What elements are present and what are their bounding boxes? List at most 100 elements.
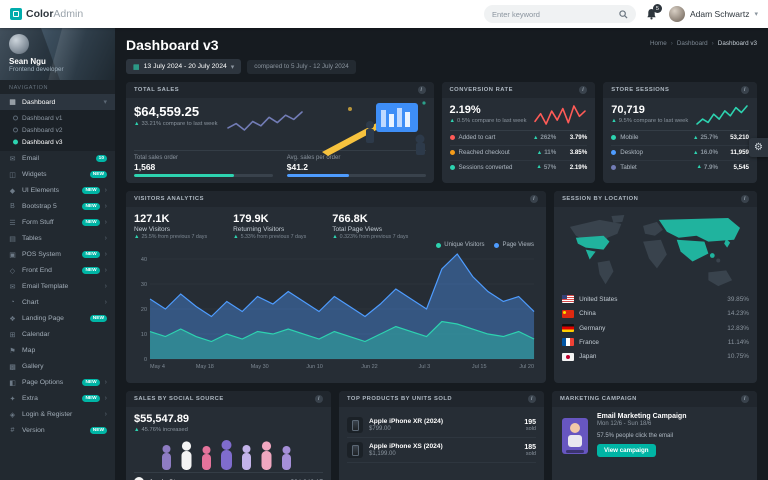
store-name: Apple Store [149, 479, 285, 480]
top-header: ColorAdmin 5 Adam Schwartz ▾ [0, 0, 768, 28]
sidebar-item-icon: ❖ [9, 315, 16, 323]
info-icon[interactable]: i [315, 395, 323, 403]
social-sales-change: 45.76% increased [141, 427, 188, 433]
sidebar-item-ui-elements[interactable]: ◆ UI Elements NEW › [0, 183, 115, 199]
app-logo[interactable]: ColorAdmin [10, 8, 115, 20]
sidebar-item-dashboard[interactable]: ▦ Dashboard ▾ [0, 94, 115, 110]
search-input[interactable] [491, 9, 615, 19]
sidebar-item-extra[interactable]: ✦ Extra NEW › [0, 391, 115, 407]
sidebar-item-map[interactable]: ⚑ Map [0, 343, 115, 359]
stat-change: 5.33% from previous 7 days [240, 234, 307, 240]
sessions-sparkline [696, 105, 748, 125]
country-row[interactable]: United States 39.85% [562, 292, 749, 306]
stat-value: 1,568 [134, 162, 156, 172]
sidebar-item-front-end[interactable]: ◇ Front End NEW › [0, 263, 115, 279]
chevron-right-icon: › [670, 40, 673, 47]
sidebar-item-version[interactable]: # Version NEW [0, 423, 115, 439]
product-name: Apple iPhone XR (2024) [369, 418, 444, 425]
chart-legend: Unique Visitors Page Views [436, 242, 534, 248]
view-campaign-button[interactable]: View campaign [597, 444, 656, 457]
metric-row[interactable]: Desktop ▲ 16.0% 11,959 [611, 146, 749, 161]
sidebar-item-widgets[interactable]: ◫ Widgets NEW [0, 167, 115, 183]
breadcrumb-home[interactable]: Home [649, 40, 667, 47]
legend-dot [494, 242, 500, 248]
info-icon[interactable]: i [579, 86, 588, 94]
sidebar-item-badge: NEW [82, 378, 100, 387]
country-percentage: 10.75% [727, 353, 749, 361]
units-sold-label: sold [525, 425, 536, 432]
up-arrow-icon: ▲ [693, 134, 699, 141]
sidebar-item-email[interactable]: ✉ Email 10 [0, 151, 115, 167]
sidebar-item-form-stuff[interactable]: ☰ Form Stuff NEW › [0, 215, 115, 231]
sidebar-item-gallery[interactable]: ▩ Gallery [0, 359, 115, 375]
info-icon[interactable]: i [528, 395, 536, 403]
chevron-right-icon: › [104, 267, 107, 275]
info-icon[interactable]: i [741, 395, 749, 403]
sidebar-profile[interactable]: Sean Ngu Frontend developer [0, 28, 115, 80]
country-name: Japan [579, 353, 597, 361]
chevron-right-icon: › [104, 379, 107, 387]
info-icon[interactable]: i [417, 86, 426, 94]
svg-text:May 18: May 18 [196, 364, 214, 370]
metric-row[interactable]: Added to cart ▲ 262% 3.79% [449, 131, 588, 146]
metric-dot [611, 150, 617, 156]
product-list: Apple iPhone XR (2024) $799.00 195 sold … [339, 407, 544, 480]
country-name: China [579, 310, 596, 318]
sidebar-item-tables[interactable]: ▤ Tables › [0, 231, 115, 247]
card-title: VISITORS ANALYTICS [134, 196, 204, 202]
date-range-picker[interactable]: ▦ 13 July 2024 - 20 July 2024 ▾ [126, 59, 242, 74]
sidebar-item-page-options[interactable]: ◧ Page Options NEW › [0, 375, 115, 391]
sidebar-subitem[interactable]: Dashboard v3 [0, 136, 115, 148]
sidebar-item-icon: ☰ [9, 219, 16, 227]
country-name: France [579, 338, 599, 346]
user-menu[interactable]: Adam Schwartz ▾ [668, 6, 758, 22]
breadcrumb-dashboard[interactable]: Dashboard [676, 40, 708, 47]
units-sold: 195 [524, 418, 536, 426]
sidebar-item-icon: ⚑ [9, 347, 16, 355]
country-row[interactable]: France 11.14% [562, 335, 749, 349]
svg-text:30: 30 [141, 282, 147, 288]
metric-dot [449, 164, 455, 170]
store-sales-row[interactable]: Apple Store $34,840.17 [134, 472, 323, 480]
search-icon[interactable] [619, 9, 628, 19]
sidebar-item-label: Landing Page [22, 315, 64, 323]
store-sales-amount: $34,840.17 [290, 479, 323, 480]
metric-row[interactable]: Sessions converted ▲ 57% 2.19% [449, 161, 587, 175]
sidebar-item-pos-system[interactable]: ▣ POS System NEW › [0, 247, 115, 263]
sidebar-item-icon: # [10, 427, 15, 435]
sidebar-item-calendar[interactable]: ⊞ Calendar [0, 327, 115, 343]
sidebar-item-login-register[interactable]: ◈ Login & Register › [0, 407, 115, 423]
product-row[interactable]: Apple iPhone XR (2024) $799.00 195 sold [347, 413, 536, 438]
up-arrow-icon: ▲ [536, 164, 542, 171]
sidebar-item-chart[interactable]: ◔ Chart › [0, 295, 115, 311]
sidebar-subitem[interactable]: Dashboard v2 [0, 124, 115, 136]
logo-icon [10, 8, 22, 20]
sidebar-item-bootstrap-5[interactable]: B Bootstrap 5 NEW › [0, 199, 115, 215]
sidebar-subitem[interactable]: Dashboard v1 [0, 112, 115, 124]
metric-row[interactable]: Reached checkout ▲ 11% 3.85% [449, 146, 588, 161]
theme-settings-button[interactable]: ⚙ [749, 138, 768, 157]
chevron-right-icon: › [104, 203, 107, 211]
sidebar-item-label: Map [22, 347, 36, 355]
conversion-sparkline [534, 105, 587, 125]
info-icon[interactable]: i [740, 195, 749, 203]
svg-text:20: 20 [141, 307, 147, 313]
metric-row[interactable]: Mobile ▲ 25.7% 53,210 [611, 131, 749, 146]
country-row[interactable]: China 14.23% [562, 307, 749, 321]
info-icon[interactable]: i [741, 86, 749, 94]
chevron-right-icon: › [104, 395, 107, 403]
country-row[interactable]: Japan 10.75% [562, 350, 749, 364]
up-arrow-icon: ▲ [536, 149, 543, 156]
notifications-button[interactable]: 5 [646, 4, 662, 20]
info-icon[interactable]: i [530, 195, 539, 203]
country-row[interactable]: Germany 12.83% [562, 321, 749, 335]
metric-row[interactable]: Tablet ▲ 7.9% 5,545 [611, 161, 749, 175]
up-arrow-icon: ▲ [696, 164, 702, 171]
sidebar-item-email-template[interactable]: ✉ Email Template › [0, 279, 115, 295]
flag-us [562, 295, 575, 304]
sidebar-item-landing-page[interactable]: ❖ Landing Page NEW [0, 311, 115, 327]
flag-cn [562, 309, 575, 318]
product-row[interactable]: Apple iPhone XS (2024) $1,199.00 185 sol… [347, 438, 536, 463]
sidebar-item-label: Version [22, 427, 45, 435]
metric-change: ▲ 7.9% [696, 163, 718, 171]
